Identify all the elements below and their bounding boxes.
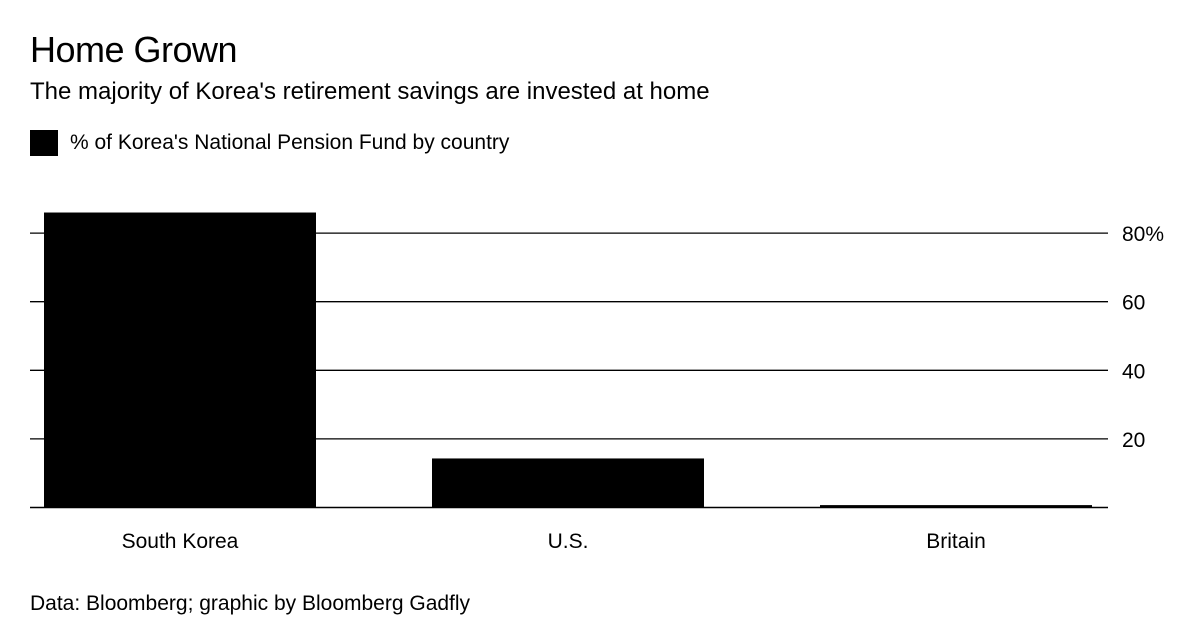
y-tick-label: 20 — [1122, 429, 1145, 452]
source-note: Data: Bloomberg; graphic by Bloomberg Ga… — [30, 592, 471, 615]
bar-south-korea — [44, 212, 316, 508]
x-axis-labels: South Korea U.S. Britain — [122, 530, 986, 553]
x-tick-label: U.S. — [548, 530, 589, 553]
y-tick-label: 40 — [1122, 360, 1145, 383]
bar-u-s — [432, 458, 704, 508]
chart-subtitle: The majority of Korea's retirement savin… — [30, 78, 710, 105]
legend-swatch — [30, 130, 58, 156]
x-tick-label: South Korea — [122, 530, 239, 553]
y-tick-label: 60 — [1122, 292, 1145, 315]
bar-britain — [820, 505, 1092, 508]
chart-title: Home Grown — [30, 29, 238, 70]
y-axis: 20 40 60 80% — [1122, 223, 1164, 452]
legend: % of Korea's National Pension Fund by co… — [30, 128, 509, 158]
x-tick-label: Britain — [926, 530, 986, 553]
legend-label: % of Korea's National Pension Fund by co… — [70, 131, 510, 154]
y-tick-label: 80% — [1122, 223, 1164, 246]
bars — [44, 212, 1092, 508]
